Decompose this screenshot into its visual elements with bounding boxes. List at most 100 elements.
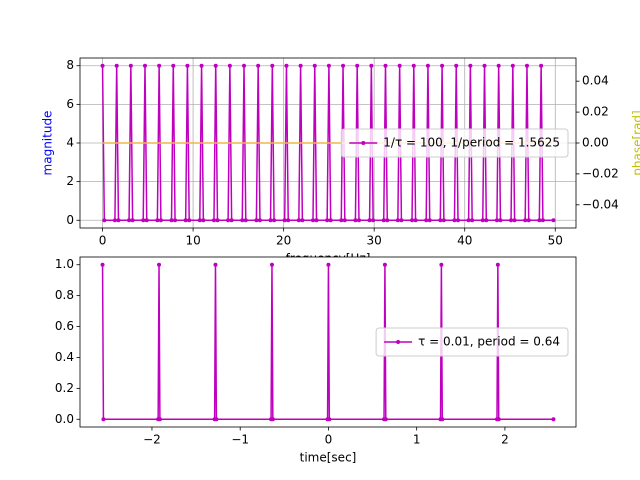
data-point — [286, 218, 291, 223]
data-point — [328, 218, 333, 223]
y-tick-label: 0.2 — [55, 381, 74, 395]
data-point — [367, 218, 372, 223]
data-point — [270, 63, 275, 68]
data-point — [369, 63, 374, 68]
legend: τ = 0.01, period = 0.64 — [375, 327, 569, 357]
data-point — [482, 63, 487, 68]
data-point — [240, 218, 245, 223]
x-tick-label: −2 — [143, 433, 161, 447]
data-point — [213, 262, 218, 267]
y-tick-label: 8 — [66, 58, 74, 72]
data-point — [101, 417, 106, 422]
data-point — [100, 63, 105, 68]
data-point — [383, 417, 388, 422]
data-point — [215, 218, 220, 223]
data-point — [326, 63, 331, 68]
data-point — [438, 218, 443, 223]
x-axis-label: time[sec] — [300, 451, 357, 465]
data-point — [256, 63, 261, 68]
data-point — [551, 417, 556, 422]
y-tick-label: 0.8 — [55, 288, 74, 302]
data-point — [498, 218, 503, 223]
y-tick-label: 1.0 — [55, 257, 74, 271]
legend-marker — [396, 340, 401, 344]
data-point — [325, 218, 330, 223]
data-point — [197, 218, 202, 223]
data-point — [272, 218, 277, 223]
data-point — [353, 218, 358, 223]
data-point — [254, 218, 259, 223]
data-point — [413, 218, 418, 223]
data-point — [383, 63, 388, 68]
y-tick-label: 0 — [66, 213, 74, 227]
y-tick-label: 2 — [66, 174, 74, 188]
data-point — [539, 63, 544, 68]
data-point — [155, 218, 160, 223]
data-point — [355, 63, 360, 68]
y-tick-label: 4 — [66, 136, 74, 150]
data-point — [114, 63, 119, 68]
data-point — [427, 218, 432, 223]
y-axis-label: magnitude — [41, 111, 55, 176]
data-point — [441, 218, 446, 223]
data-point — [284, 63, 289, 68]
data-point — [410, 218, 415, 223]
data-point — [371, 218, 376, 223]
data-point — [382, 262, 387, 267]
data-point — [102, 218, 107, 223]
legend-label: τ = 0.01, period = 0.64 — [418, 335, 560, 349]
data-point — [509, 218, 514, 223]
data-point — [512, 218, 517, 223]
data-point — [229, 218, 234, 223]
data-point — [326, 262, 331, 267]
x-tick-label: 0 — [325, 433, 333, 447]
x-tick-label: 30 — [367, 234, 382, 248]
y-tick-label: 0.6 — [55, 319, 74, 333]
data-point — [169, 218, 174, 223]
x-tick-label: 2 — [501, 433, 509, 447]
x-tick-label: 0 — [99, 234, 107, 248]
x-tick-label: 40 — [457, 234, 472, 248]
data-point — [452, 218, 457, 223]
data-point — [201, 218, 206, 223]
data-point — [187, 218, 192, 223]
data-point — [211, 218, 216, 223]
legend-box — [375, 327, 569, 357]
x-tick-label: 10 — [185, 234, 200, 248]
data-point — [395, 218, 400, 223]
data-point — [157, 417, 162, 422]
data-point — [242, 63, 247, 68]
data-point — [157, 262, 162, 267]
data-point — [480, 218, 485, 223]
y2-tick-label: 0.04 — [582, 74, 609, 88]
data-point — [214, 417, 219, 422]
data-point — [257, 218, 262, 223]
data-point — [300, 218, 305, 223]
data-point — [341, 63, 346, 68]
y-tick-label: 0.4 — [55, 350, 74, 364]
data-point — [127, 218, 132, 223]
data-point — [424, 218, 429, 223]
data-point — [496, 63, 501, 68]
data-point — [456, 218, 461, 223]
data-point — [269, 262, 274, 267]
legend-box — [340, 128, 569, 158]
data-point — [130, 218, 135, 223]
x-tick-label: −1 — [231, 433, 249, 447]
data-point — [399, 218, 404, 223]
data-point — [385, 218, 390, 223]
data-point — [468, 63, 473, 68]
data-point — [171, 63, 176, 68]
x-tick-label: 1 — [413, 433, 421, 447]
axes-frame — [79, 256, 577, 428]
data-point — [540, 218, 545, 223]
y2-tick-label: −0.02 — [582, 166, 619, 180]
data-point — [112, 218, 117, 223]
data-point — [185, 63, 190, 68]
data-point — [296, 218, 301, 223]
data-point — [128, 63, 133, 68]
data-point — [100, 262, 105, 267]
data-point — [310, 218, 315, 223]
data-point — [466, 218, 471, 223]
